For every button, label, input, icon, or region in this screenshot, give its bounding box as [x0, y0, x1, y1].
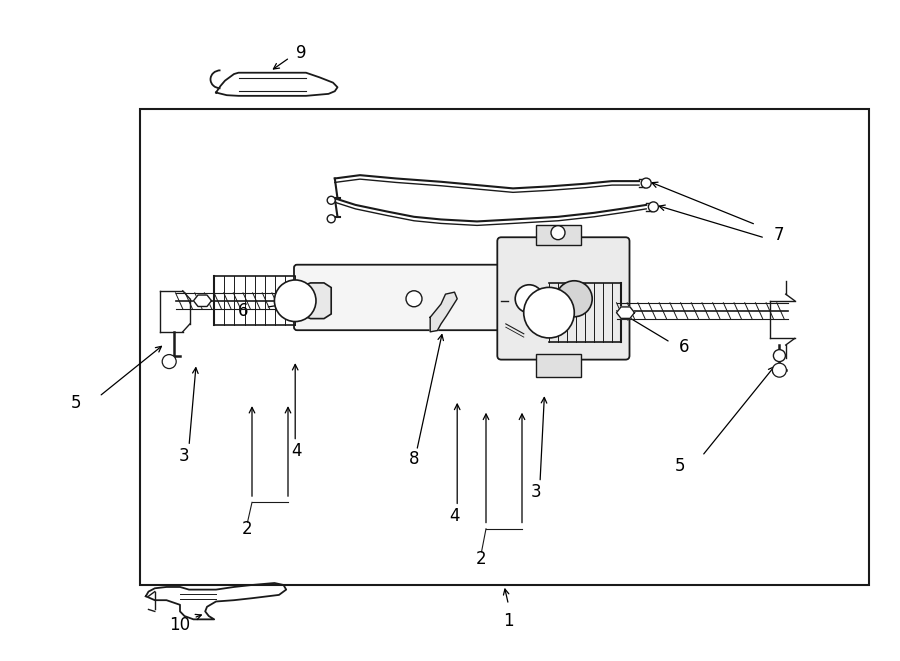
Text: 3: 3: [530, 483, 541, 502]
Polygon shape: [430, 292, 457, 332]
Circle shape: [551, 225, 565, 240]
Text: 9: 9: [296, 44, 307, 62]
Text: 8: 8: [409, 450, 419, 469]
Text: 6: 6: [238, 301, 248, 320]
Text: 2: 2: [242, 520, 253, 538]
Polygon shape: [616, 307, 634, 319]
Circle shape: [274, 280, 316, 321]
Text: 6: 6: [679, 338, 689, 356]
Circle shape: [328, 215, 335, 223]
Circle shape: [328, 196, 335, 204]
Circle shape: [556, 281, 592, 317]
Text: 5: 5: [674, 457, 685, 475]
Bar: [140, 109, 868, 585]
Text: 4: 4: [449, 506, 460, 525]
Text: 1: 1: [503, 612, 514, 631]
Circle shape: [406, 291, 422, 307]
Text: 5: 5: [71, 394, 82, 412]
Text: 7: 7: [773, 225, 784, 244]
Circle shape: [648, 202, 659, 212]
Text: 10: 10: [169, 615, 191, 634]
Polygon shape: [299, 283, 331, 319]
Circle shape: [524, 288, 574, 338]
Bar: [536, 354, 580, 377]
Circle shape: [772, 363, 787, 377]
Bar: [536, 225, 580, 245]
Circle shape: [773, 350, 786, 362]
FancyBboxPatch shape: [498, 237, 629, 360]
FancyBboxPatch shape: [294, 264, 511, 330]
Polygon shape: [194, 295, 212, 307]
Circle shape: [515, 285, 544, 313]
Text: 4: 4: [292, 442, 302, 460]
Circle shape: [162, 354, 176, 369]
Circle shape: [641, 178, 652, 188]
Text: 2: 2: [476, 549, 487, 568]
Text: 3: 3: [179, 447, 190, 465]
